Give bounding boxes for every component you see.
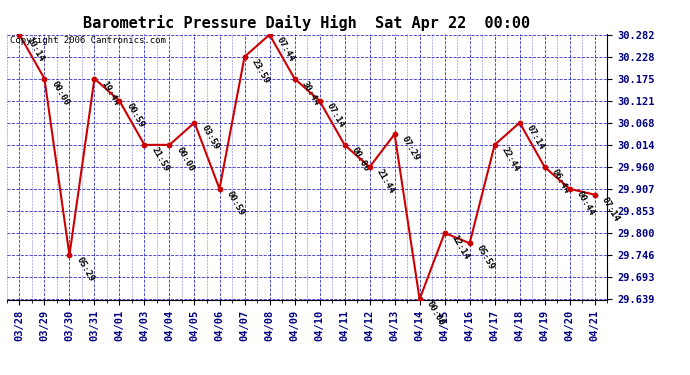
Text: 07:44: 07:44 xyxy=(275,35,296,63)
Point xyxy=(214,186,225,192)
Point xyxy=(464,240,475,246)
Text: 12:14: 12:14 xyxy=(450,234,471,261)
Text: 23:59: 23:59 xyxy=(250,57,271,85)
Point xyxy=(489,142,500,148)
Text: 30:44: 30:44 xyxy=(299,79,321,107)
Point xyxy=(164,142,175,148)
Point xyxy=(589,192,600,198)
Point xyxy=(14,32,25,38)
Title: Barometric Pressure Daily High  Sat Apr 22  00:00: Barometric Pressure Daily High Sat Apr 2… xyxy=(83,15,531,31)
Text: 03:59: 03:59 xyxy=(199,123,221,151)
Text: 07:14: 07:14 xyxy=(325,102,346,129)
Point xyxy=(539,164,550,170)
Point xyxy=(39,76,50,82)
Text: 21:59: 21:59 xyxy=(150,146,171,173)
Text: 00:00: 00:00 xyxy=(175,146,196,173)
Point xyxy=(264,32,275,38)
Point xyxy=(414,296,425,302)
Text: 00:59: 00:59 xyxy=(125,102,146,129)
Point xyxy=(389,131,400,137)
Text: 07:14: 07:14 xyxy=(600,195,621,223)
Point xyxy=(64,252,75,258)
Point xyxy=(364,164,375,170)
Text: 05:29: 05:29 xyxy=(75,256,96,284)
Text: 07:29: 07:29 xyxy=(400,135,421,163)
Text: 06:44: 06:44 xyxy=(550,168,571,195)
Text: 00:00: 00:00 xyxy=(350,146,371,173)
Point xyxy=(89,76,100,82)
Text: 21:44: 21:44 xyxy=(375,168,396,195)
Point xyxy=(289,76,300,82)
Point xyxy=(314,98,325,104)
Point xyxy=(114,98,125,104)
Point xyxy=(564,186,575,192)
Text: 22:44: 22:44 xyxy=(500,146,521,173)
Text: 05:59: 05:59 xyxy=(475,244,496,272)
Point xyxy=(514,120,525,126)
Text: 00:00: 00:00 xyxy=(50,79,71,107)
Point xyxy=(139,142,150,148)
Point xyxy=(239,54,250,60)
Point xyxy=(439,230,450,236)
Point xyxy=(339,142,350,148)
Text: 00:59: 00:59 xyxy=(225,189,246,217)
Text: Copyright 2006 Cantronics.com: Copyright 2006 Cantronics.com xyxy=(10,36,166,45)
Text: 00:00: 00:00 xyxy=(425,300,446,328)
Text: 00:44: 00:44 xyxy=(575,189,596,217)
Text: 10:14: 10:14 xyxy=(25,35,46,63)
Text: 19:44: 19:44 xyxy=(99,79,121,107)
Point xyxy=(189,120,200,126)
Text: 07:14: 07:14 xyxy=(525,123,546,151)
